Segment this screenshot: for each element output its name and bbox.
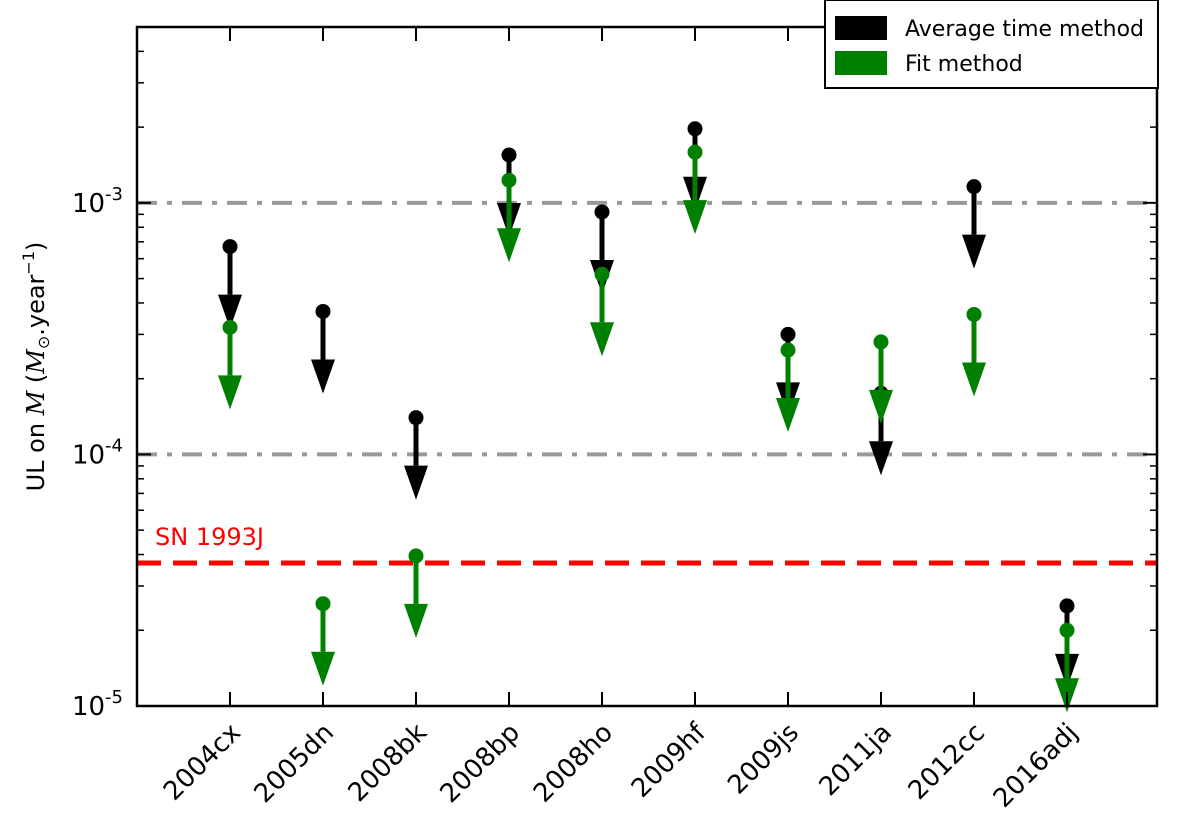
legend-swatch [835, 16, 887, 40]
x-tick-label-2011ja: 2011ja [814, 718, 898, 802]
marker-circle [315, 596, 331, 612]
point-average-2008bk [404, 410, 428, 500]
point-average-2012cc [962, 179, 986, 269]
arrow-head [311, 651, 335, 686]
y-axis: 10-3 10-4 10-5 [72, 184, 1157, 722]
x-tick-label-2016adj: 2016adj [988, 718, 1084, 814]
x-axis: 2004cx 2005dn 2008bk 2008bp 2008ho 2009hf 2009… [158, 27, 1084, 814]
x-tick-label-2008ho: 2008ho [528, 718, 619, 809]
marker-circle [780, 326, 796, 342]
marker-circle [408, 410, 424, 426]
arrow-head [404, 603, 428, 638]
arrow-head [218, 294, 242, 329]
marker-circle [501, 172, 517, 188]
marker-circle [501, 147, 517, 163]
marker-circle [966, 179, 982, 195]
y-label-paren-open: ( [22, 374, 50, 391]
x-tick-label-2005dn: 2005dn [249, 718, 340, 809]
marker-circle [408, 548, 424, 564]
reference-lines: SN 1993J [137, 200, 1157, 566]
legend-label: Average time method [905, 17, 1144, 42]
arrow-head [776, 398, 800, 433]
minor-ticks [137, 26, 1157, 632]
point-fit-2009hf [683, 144, 707, 235]
y-label-paren-close: ) [22, 242, 50, 251]
legend-label: Fit method [905, 52, 1023, 77]
point-fit-2008bk [404, 548, 428, 638]
marker-circle [687, 121, 703, 137]
arrow-head [404, 465, 428, 500]
marker-circle [873, 334, 889, 350]
marker-circle [222, 319, 238, 335]
x-tick-label-2008bk: 2008bk [343, 718, 433, 808]
y-label-prefix: UL on [22, 415, 50, 491]
marker-circle [687, 144, 703, 160]
x-tick-label-2009hf: 2009hf [626, 717, 713, 804]
y-axis-label: UL on M (M⊙.year−1) [19, 242, 53, 492]
y-label-mdot: M [22, 389, 50, 416]
y-label-unit-sup: −1 [19, 251, 38, 275]
marker-circle [315, 303, 331, 319]
arrow-head [683, 200, 707, 235]
y-tick-label: 10-4 [72, 435, 123, 470]
arrow-head [962, 362, 986, 397]
arrow-head [590, 322, 614, 357]
legend: Average time method Fit method [824, 0, 1159, 89]
x-tick-label-2008bp: 2008bp [435, 718, 526, 809]
marker-circle [1059, 598, 1075, 614]
x-tick-label-2004cx: 2004cx [158, 718, 247, 807]
point-fit-2005dn [311, 596, 335, 686]
point-average-2004cx [218, 239, 242, 329]
point-average-2005dn [311, 303, 335, 394]
point-fit-2009js [776, 342, 800, 433]
y-tick-label: 10-3 [72, 184, 123, 219]
marker-circle [1059, 622, 1075, 638]
reference-line-label: SN 1993J [155, 523, 264, 551]
arrow-head [311, 359, 335, 394]
marker-circle [780, 342, 796, 358]
arrow-head [497, 228, 521, 263]
marker-circle [594, 266, 610, 282]
y-label-unit-sub: ⊙ [34, 336, 53, 349]
y-label-unit: M [22, 348, 50, 375]
marker-circle [222, 239, 238, 255]
data-marks [218, 121, 1079, 713]
arrow-head [869, 389, 893, 424]
point-fit-2004cx [218, 319, 242, 410]
point-fit-2012cc [962, 306, 986, 397]
point-fit-2008bp [497, 172, 521, 263]
x-tick-label-2012cc: 2012cc [903, 718, 991, 806]
arrow-head [962, 234, 986, 269]
y-tick-label: 10-5 [72, 687, 123, 722]
y-label-unit-rest: .year [22, 274, 50, 335]
point-fit-2011ja [869, 334, 893, 424]
plot-frame [135, 25, 1159, 708]
marker-circle [966, 306, 982, 322]
arrow-head [218, 375, 242, 410]
marker-circle [594, 204, 610, 220]
x-tick-label-2009js: 2009js [722, 718, 805, 801]
legend-swatch [835, 51, 887, 75]
point-fit-2008ho [590, 266, 614, 357]
arrow-head [869, 441, 893, 476]
